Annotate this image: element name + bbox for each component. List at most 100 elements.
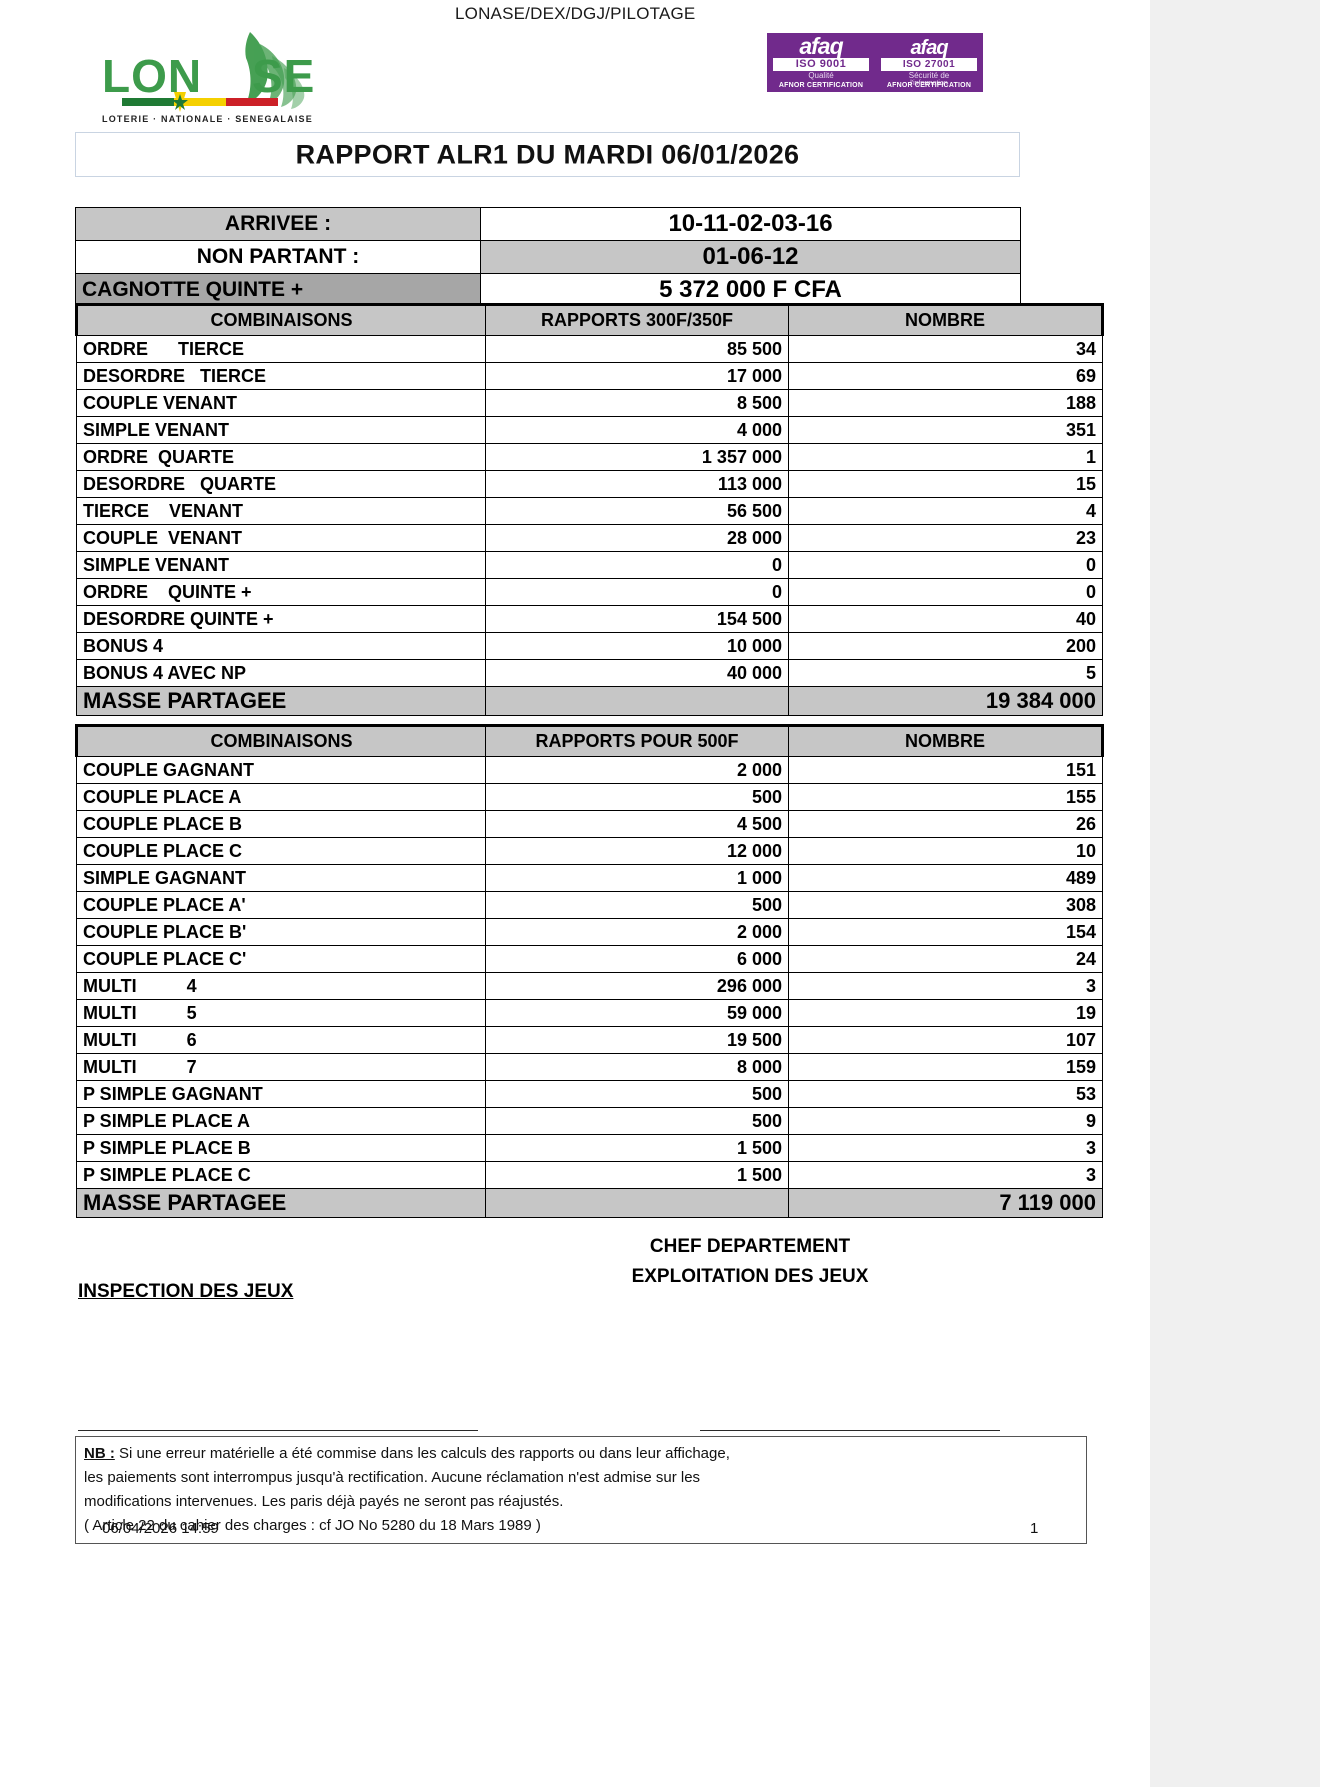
rapports-table-1: COMBINAISONS RAPPORTS 300F/350F NOMBRE O…: [75, 303, 1104, 716]
row-nombre: 151: [788, 756, 1103, 784]
row-rapport: 0: [485, 551, 789, 579]
nb-line-1: NB : Si une erreur matérielle a été comm…: [84, 1445, 730, 1462]
row-label: DESORDRE QUARTE: [76, 470, 486, 498]
row-label: COUPLE PLACE A': [76, 891, 486, 919]
table-row: ORDRE QUINTE +0 0: [76, 578, 1103, 606]
afaq-brand-text: afaq: [799, 33, 843, 59]
masse-label-1: MASSE PARTAGEE: [76, 686, 486, 716]
row-rapport: 12 000: [485, 837, 789, 865]
page-title: RAPPORT ALR1 DU MARDI 06/01/2026: [295, 139, 800, 169]
row-label: DESORDRE TIERCE: [76, 362, 486, 390]
row-label: TIERCE VENANT: [76, 497, 486, 525]
nb-line-2: les paiements sont interrompus jusqu'à r…: [84, 1469, 701, 1486]
svg-text:SE: SE: [252, 50, 315, 102]
row-nombre: 200: [788, 632, 1103, 660]
row-nombre: 155: [788, 783, 1103, 811]
row-label: COUPLE PLACE C: [76, 837, 486, 865]
nb-text-1: Si une erreur matérielle a été commise d…: [119, 1445, 730, 1462]
row-rapport: 1 357 000: [485, 443, 789, 471]
afaq-standard-text: ISO 9001: [773, 58, 869, 71]
row-label: SIMPLE VENANT: [76, 416, 486, 444]
table-row: COUPLE VENANT 8 500 188: [76, 389, 1103, 417]
row-rapport: 19 500: [485, 1026, 789, 1054]
table-row: BONUS 4 10 000 200: [76, 632, 1103, 660]
row-label: COUPLE VENANT: [76, 524, 486, 552]
certification-badges: afaq ISO 9001 Qualité AFNOR CERTIFICATIO…: [767, 33, 983, 92]
row-nombre: 1: [788, 443, 1103, 471]
row-nombre: 10: [788, 837, 1103, 865]
afaq-iso9001-badge: afaq ISO 9001 Qualité AFNOR CERTIFICATIO…: [767, 33, 875, 92]
row-nombre: 3: [788, 1134, 1103, 1162]
header-nombre-2: NOMBRE: [788, 724, 1104, 757]
row-rapport: 113 000: [485, 470, 789, 498]
table-row: SIMPLE VENANT 4 000 351: [76, 416, 1103, 444]
row-label: COUPLE PLACE C': [76, 945, 486, 973]
footer-rule-right: [700, 1430, 1000, 1431]
afaq-scope-text-2: Sécurité de: [908, 71, 950, 80]
table-row-arrivee: ARRIVEE : 10-11-02-03-16: [75, 207, 1021, 241]
row-nombre: 5: [788, 659, 1103, 687]
table-row: TIERCE VENANT 56 500 4: [76, 497, 1103, 525]
row-rapport: 1 500: [485, 1161, 789, 1189]
row-nombre: 154: [788, 918, 1103, 946]
table-header-row-2: COMBINAISONS RAPPORTS POUR 500F NOMBRE: [75, 724, 1104, 757]
table-row: SIMPLE GAGNANT 1 000 489: [76, 864, 1103, 892]
masse-value-2: 7 119 000: [788, 1188, 1103, 1218]
row-label: SIMPLE GAGNANT: [76, 864, 486, 892]
row-nombre: 489: [788, 864, 1103, 892]
table-row-masse-1: MASSE PARTAGEE 19 384 000: [76, 686, 1103, 716]
row-rapport: 8 000: [485, 1053, 789, 1081]
table-header-row-1: COMBINAISONS RAPPORTS 300F/350F NOMBRE: [75, 303, 1104, 336]
row-nombre: 107: [788, 1026, 1103, 1054]
nb-label: NB :: [84, 1445, 115, 1462]
document-reference: LONASE/DEX/DGJ/PILOTAGE: [455, 4, 696, 23]
table-row: MULTI 4 296 000 3: [76, 972, 1103, 1000]
table-row: P SIMPLE GAGNANT 500 53: [76, 1080, 1103, 1108]
row-rapport: 10 000: [485, 632, 789, 660]
row-nombre: 23: [788, 524, 1103, 552]
row-label: MULTI 7: [76, 1053, 486, 1081]
report-title-box: RAPPORT ALR1 DU MARDI 06/01/2026: [75, 132, 1020, 177]
cagnotte-value: 5 372 000 F CFA: [480, 273, 1021, 307]
row-label: COUPLE GAGNANT: [76, 756, 486, 784]
row-rapport: 500: [485, 891, 789, 919]
afaq-body-text-2: AFNOR CERTIFICATION: [886, 82, 972, 89]
table-row: COUPLE VENANT 28 000 23: [76, 524, 1103, 552]
race-info-table: ARRIVEE : 10-11-02-03-16 NON PARTANT : 0…: [75, 207, 1021, 307]
row-nombre: 0: [788, 578, 1103, 606]
row-nombre: 15: [788, 470, 1103, 498]
row-label: COUPLE PLACE B: [76, 810, 486, 838]
afaq-scope-text-2b: l'information: [910, 80, 948, 87]
row-label: MULTI 6: [76, 1026, 486, 1054]
print-timestamp: 06/04/2026 14:59: [102, 1520, 219, 1537]
header-rapports-1: RAPPORTS 300F/350F: [485, 303, 789, 336]
chef-line-1: CHEF DEPARTEMENT: [649, 1236, 851, 1257]
row-rapport: 85 500: [485, 335, 789, 363]
nb-notice-box: NB : Si une erreur matérielle a été comm…: [75, 1436, 1087, 1544]
arrivee-label: ARRIVEE :: [75, 207, 481, 241]
lonase-logo: LON SE LOTERIE · NATIONALE · SENEGALAISE: [100, 30, 385, 125]
row-label: ORDRE QUINTE +: [76, 578, 486, 606]
table-row: ORDRE TIERCE 85 500 34: [76, 335, 1103, 363]
chef-line-2: EXPLOITATION DES JEUX: [631, 1266, 869, 1287]
afaq-body-text: AFNOR CERTIFICATION: [778, 82, 864, 89]
non-partant-value: 01-06-12: [480, 240, 1021, 274]
row-label: P SIMPLE PLACE B: [76, 1134, 486, 1162]
afaq-iso27001-badge: afaq ISO 27001 Sécurité de l'information…: [875, 33, 983, 92]
nb-line-3: modifications intervenues. Les paris déj…: [84, 1493, 564, 1510]
table-row: DESORDRE QUINTE +154 500 40: [76, 605, 1103, 633]
row-nombre: 26: [788, 810, 1103, 838]
masse-spacer-1: [485, 686, 789, 716]
row-nombre: 69: [788, 362, 1103, 390]
table-row: P SIMPLE PLACE A 500 9: [76, 1107, 1103, 1135]
row-rapport: 0: [485, 578, 789, 606]
row-rapport: 500: [485, 1107, 789, 1135]
row-label: BONUS 4: [76, 632, 486, 660]
afaq-brand-text-2: afaq: [910, 37, 948, 59]
table-row-cagnotte: CAGNOTTE QUINTE + 5 372 000 F CFA: [75, 273, 1021, 307]
row-rapport: 4 000: [485, 416, 789, 444]
arrivee-value: 10-11-02-03-16: [480, 207, 1021, 241]
